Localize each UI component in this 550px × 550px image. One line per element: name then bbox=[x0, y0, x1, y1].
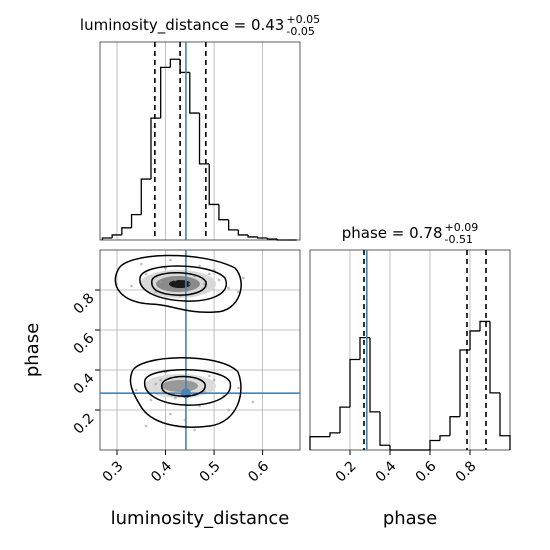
sample-point bbox=[135, 388, 138, 392]
sample-point bbox=[154, 382, 158, 386]
sample-point bbox=[217, 278, 221, 282]
histogram-bin bbox=[499, 392, 511, 450]
histogram-bin bbox=[227, 219, 239, 231]
histogram-bin bbox=[266, 237, 278, 240]
contour bbox=[144, 369, 232, 406]
histogram-bin bbox=[389, 445, 400, 451]
sample-point bbox=[251, 400, 255, 404]
sample-point bbox=[188, 282, 192, 286]
x-axis-label: phase bbox=[383, 508, 437, 529]
sample-point bbox=[227, 286, 231, 290]
contour bbox=[114, 254, 242, 314]
histogram-bin bbox=[257, 236, 268, 239]
sample-point bbox=[168, 258, 172, 262]
panel-title: phase = 0.78 bbox=[342, 224, 443, 242]
title-lower-error: -0.05 bbox=[286, 25, 314, 38]
histogram-bin bbox=[189, 72, 200, 114]
histogram-bin bbox=[379, 411, 390, 446]
sample-point bbox=[159, 378, 163, 382]
sample-point bbox=[212, 378, 216, 382]
sample-point bbox=[173, 278, 177, 282]
histogram-bin bbox=[329, 432, 340, 437]
sample-point bbox=[173, 396, 177, 400]
sample-point bbox=[139, 262, 143, 266]
histogram-bin bbox=[160, 66, 171, 119]
histogram-bin bbox=[369, 337, 380, 413]
sample-point bbox=[144, 272, 148, 276]
histogram-bin bbox=[449, 416, 460, 436]
sample-point bbox=[144, 424, 148, 428]
histogram-bin bbox=[218, 204, 229, 221]
density-fill bbox=[169, 280, 191, 288]
sample-point bbox=[188, 384, 192, 388]
sample-point bbox=[159, 280, 163, 284]
contour bbox=[139, 265, 228, 302]
histogram-bin bbox=[208, 163, 219, 206]
sample-point bbox=[168, 412, 172, 416]
sample-point bbox=[236, 386, 240, 390]
panel-frame bbox=[99, 41, 301, 241]
histogram-bin bbox=[150, 117, 161, 180]
histogram-bin bbox=[489, 321, 500, 394]
panel-title: luminosity_distance = 0.43 bbox=[80, 16, 284, 35]
histogram-bin bbox=[169, 58, 181, 68]
histogram-bin bbox=[101, 237, 113, 240]
sample-point bbox=[202, 282, 206, 286]
histogram-bin bbox=[339, 406, 350, 433]
histogram-bin bbox=[309, 436, 320, 450]
histogram-bin bbox=[247, 234, 258, 238]
density-fill bbox=[162, 380, 198, 392]
histogram-bin bbox=[121, 227, 132, 235]
sample-point bbox=[130, 284, 133, 288]
histogram-bin bbox=[237, 229, 249, 236]
title-upper-error: +0.05 bbox=[286, 13, 320, 26]
title-lower-error: -0.51 bbox=[445, 233, 473, 246]
histogram-bin bbox=[111, 234, 122, 238]
histogram-bin bbox=[140, 178, 151, 215]
sample-point bbox=[207, 374, 211, 378]
sample-point bbox=[193, 428, 197, 432]
contour bbox=[129, 357, 242, 428]
sample-point bbox=[149, 398, 153, 402]
contours bbox=[114, 254, 242, 428]
histogram-bin bbox=[479, 320, 490, 331]
contour bbox=[160, 375, 206, 397]
x-axis-label: luminosity_distance bbox=[111, 508, 290, 529]
contour bbox=[151, 272, 207, 296]
panel-frame bbox=[99, 249, 301, 451]
histogram-bin bbox=[130, 213, 142, 228]
title-upper-error: +0.09 bbox=[445, 221, 479, 234]
sample-point bbox=[227, 408, 231, 412]
sample-point bbox=[198, 264, 201, 268]
histogram-bin bbox=[469, 330, 480, 350]
histogram-bin bbox=[276, 238, 287, 241]
histogram-bin bbox=[349, 358, 360, 408]
histogram-bin bbox=[439, 435, 450, 441]
sample-point bbox=[241, 276, 245, 280]
histogram-bin bbox=[429, 439, 440, 450]
sample-point bbox=[207, 272, 211, 276]
y-axis-label: phase bbox=[22, 323, 43, 377]
sample-point bbox=[236, 290, 240, 294]
